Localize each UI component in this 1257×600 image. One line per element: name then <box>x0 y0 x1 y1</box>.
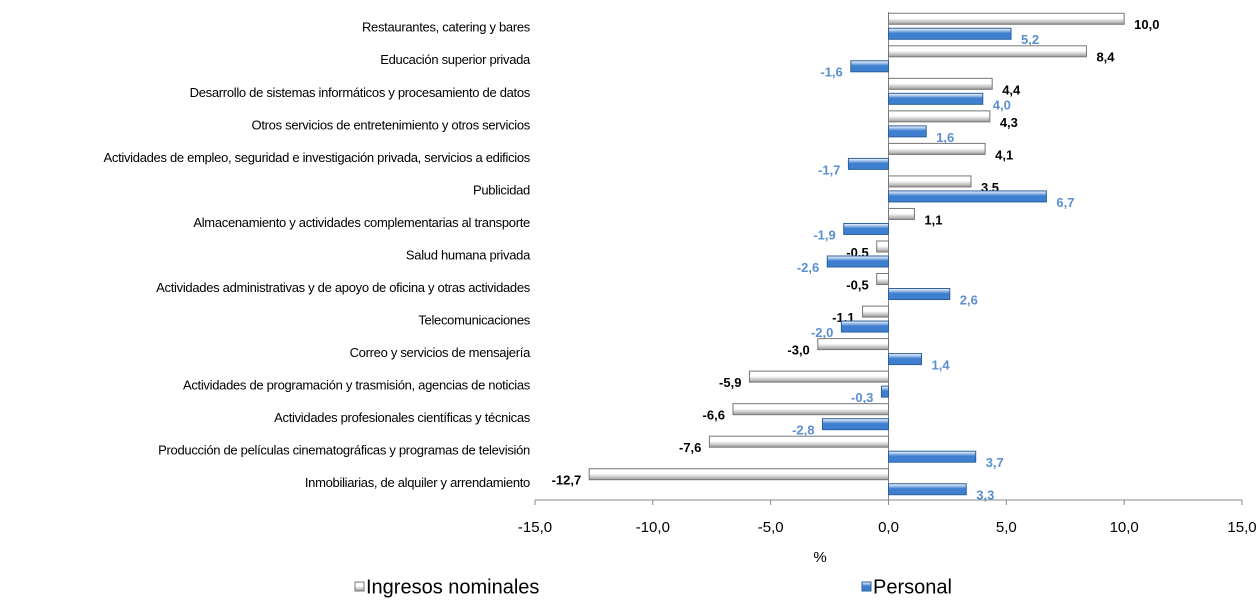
value-label: -2,6 <box>797 260 819 275</box>
x-tick-label: 5,0 <box>996 519 1017 536</box>
bar <box>888 450 977 463</box>
value-label: 1,4 <box>931 358 950 373</box>
bar <box>732 403 890 416</box>
bar <box>888 92 984 105</box>
category-label: Inmobiliarias, de alquiler y arrendamien… <box>305 475 530 490</box>
x-tick-label: -10,0 <box>636 519 670 536</box>
category-label: Correo y servicios de mensajería <box>350 345 531 360</box>
value-label: -6,6 <box>703 408 725 423</box>
bar <box>888 288 951 301</box>
x-axis-title: % <box>813 549 826 566</box>
bar <box>876 273 890 286</box>
bar <box>862 305 889 318</box>
value-label: 5,2 <box>1021 32 1039 47</box>
bar <box>888 190 1047 203</box>
category-label: Restaurantes, catering y bares <box>362 20 531 35</box>
value-label: 10,0 <box>1134 17 1159 32</box>
category-label: Educación superior privada <box>380 52 531 67</box>
bar <box>880 385 889 398</box>
category-label: Telecomunicaciones <box>418 313 530 328</box>
category-label: Desarrollo de sistemas informáticos y pr… <box>190 85 531 100</box>
value-label: 3,7 <box>986 455 1004 470</box>
bar <box>888 353 922 366</box>
value-label: -7,6 <box>679 440 701 455</box>
x-tick-label: 10,0 <box>1110 519 1139 536</box>
bar <box>843 222 889 235</box>
value-label: 4,0 <box>993 97 1011 112</box>
value-label: -1,9 <box>813 227 835 242</box>
x-tick-label: 15,0 <box>1227 519 1256 536</box>
value-label: 1,1 <box>924 212 942 227</box>
bar <box>888 175 972 188</box>
value-label: -3,0 <box>787 343 809 358</box>
legend-label: Personal <box>873 576 952 598</box>
value-label: -0,3 <box>851 390 873 405</box>
bar <box>588 468 889 481</box>
bar <box>876 240 890 253</box>
value-label: 4,4 <box>1002 82 1021 97</box>
category-label: Actividades de programación y trasmisión… <box>183 378 531 393</box>
bar <box>840 320 889 333</box>
x-tick-label: -5,0 <box>758 519 784 536</box>
bar <box>847 157 889 170</box>
bar <box>888 483 967 496</box>
legend-label: Ingresos nominales <box>366 576 539 598</box>
value-label: -0,5 <box>846 277 868 292</box>
value-label: -2,0 <box>811 325 833 340</box>
legend-marker <box>354 581 365 592</box>
bar <box>888 110 991 123</box>
category-label: Actividades profesionales científicas y … <box>274 410 531 425</box>
bar <box>888 142 986 155</box>
bar <box>888 27 1012 40</box>
value-label: -1,6 <box>820 65 842 80</box>
bar <box>888 77 993 90</box>
value-label: 8,4 <box>1096 50 1115 65</box>
category-label: Producción de películas cinematográficas… <box>158 443 530 458</box>
category-label: Almacenamiento y actividades complementa… <box>193 215 530 230</box>
bar <box>748 370 889 383</box>
category-label: Salud humana privada <box>406 247 531 262</box>
x-tick-label: 0,0 <box>878 519 899 536</box>
value-label: 4,3 <box>1000 115 1018 130</box>
value-label: 4,1 <box>995 147 1013 162</box>
value-label: 3,3 <box>976 488 994 503</box>
value-label: -12,7 <box>552 473 582 488</box>
legend-marker <box>861 581 872 592</box>
bar <box>888 125 927 138</box>
bar <box>817 338 889 351</box>
category-label: Publicidad <box>473 182 530 197</box>
category-label: Otros servicios de entretenimiento y otr… <box>252 117 531 132</box>
bar <box>822 418 889 431</box>
bar <box>826 255 890 268</box>
bar <box>850 60 889 73</box>
value-label: 2,6 <box>960 292 978 307</box>
category-label: Actividades de empleo, seguridad e inves… <box>104 150 531 165</box>
value-label: -2,8 <box>792 423 814 438</box>
x-tick-label: -15,0 <box>518 519 552 536</box>
category-label: Actividades administrativas y de apoyo d… <box>156 280 531 295</box>
bar <box>888 12 1125 25</box>
value-label: 6,7 <box>1056 195 1074 210</box>
bar <box>888 207 915 220</box>
bar <box>708 435 889 448</box>
value-label: -5,9 <box>719 375 741 390</box>
value-label: -1,7 <box>818 162 840 177</box>
bar <box>888 45 1087 58</box>
value-label: 1,6 <box>936 130 954 145</box>
